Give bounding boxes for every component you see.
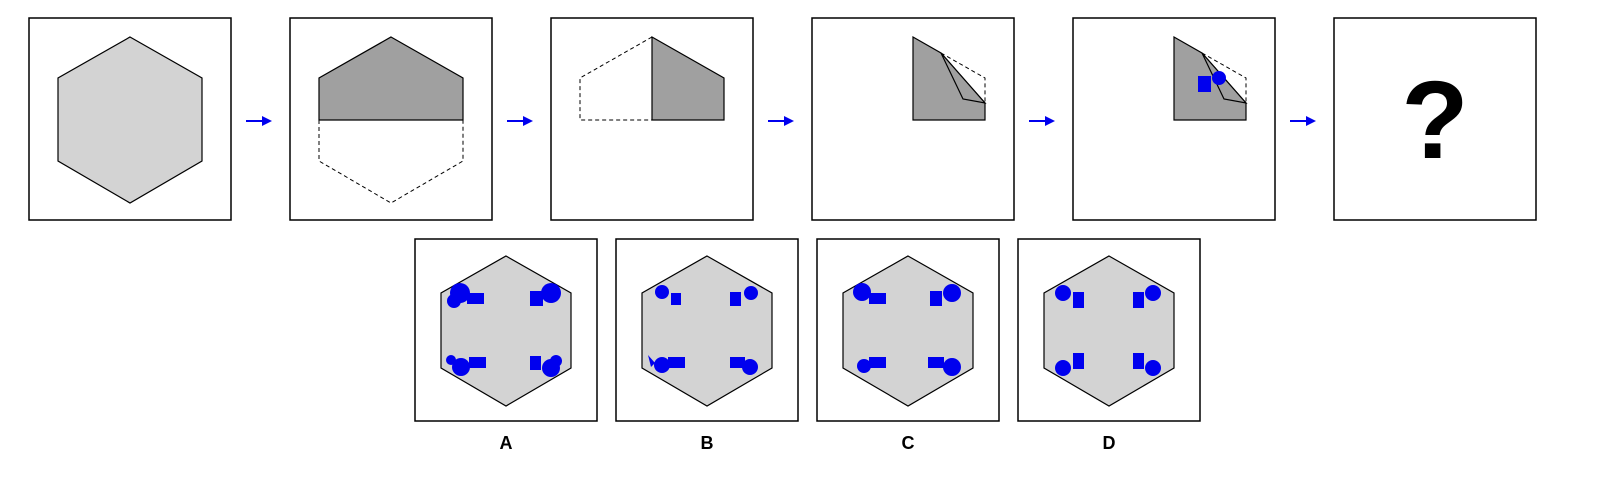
- square-punch-hole: [1198, 76, 1211, 92]
- sequence-step-4: [811, 17, 1015, 221]
- sequence-step-1: [28, 17, 232, 221]
- question-mark: ?: [1401, 59, 1468, 182]
- answer-option-d[interactable]: D: [1017, 238, 1201, 453]
- punch-hole-group: [853, 283, 961, 376]
- answer-option-c[interactable]: C: [816, 238, 1000, 453]
- right-arrow-icon: [246, 116, 272, 126]
- punch-hole-group: [648, 285, 758, 375]
- sequence-step-2: [289, 17, 493, 221]
- right-arrow-icon: [768, 116, 794, 126]
- sequence-step-3: [550, 17, 754, 221]
- punch-hole-group: [1055, 285, 1161, 376]
- option-label: B: [701, 433, 714, 453]
- hexagon-shape: [57, 36, 203, 204]
- dashed-unfolded-outline: [1201, 52, 1247, 103]
- circle-punch-hole: [1212, 71, 1226, 85]
- step-frame: [1333, 17, 1537, 221]
- sequence-step-5: [1072, 17, 1276, 221]
- folded-top-half: [318, 36, 464, 121]
- sequence-step-6: ?: [1333, 17, 1537, 221]
- punch-hole-group: [446, 283, 562, 377]
- right-arrow-icon: [1290, 116, 1316, 126]
- dashed-unfolded-outline: [940, 52, 986, 103]
- right-arrow-icon: [507, 116, 533, 126]
- option-label: A: [500, 433, 513, 453]
- option-label: C: [902, 433, 915, 453]
- right-arrow-icon: [1029, 116, 1055, 126]
- answer-option-a[interactable]: A: [414, 238, 598, 453]
- folded-flap: [940, 52, 987, 104]
- folded-quarter: [651, 35, 725, 121]
- answer-option-b[interactable]: B: [615, 238, 799, 453]
- option-label: D: [1103, 433, 1116, 453]
